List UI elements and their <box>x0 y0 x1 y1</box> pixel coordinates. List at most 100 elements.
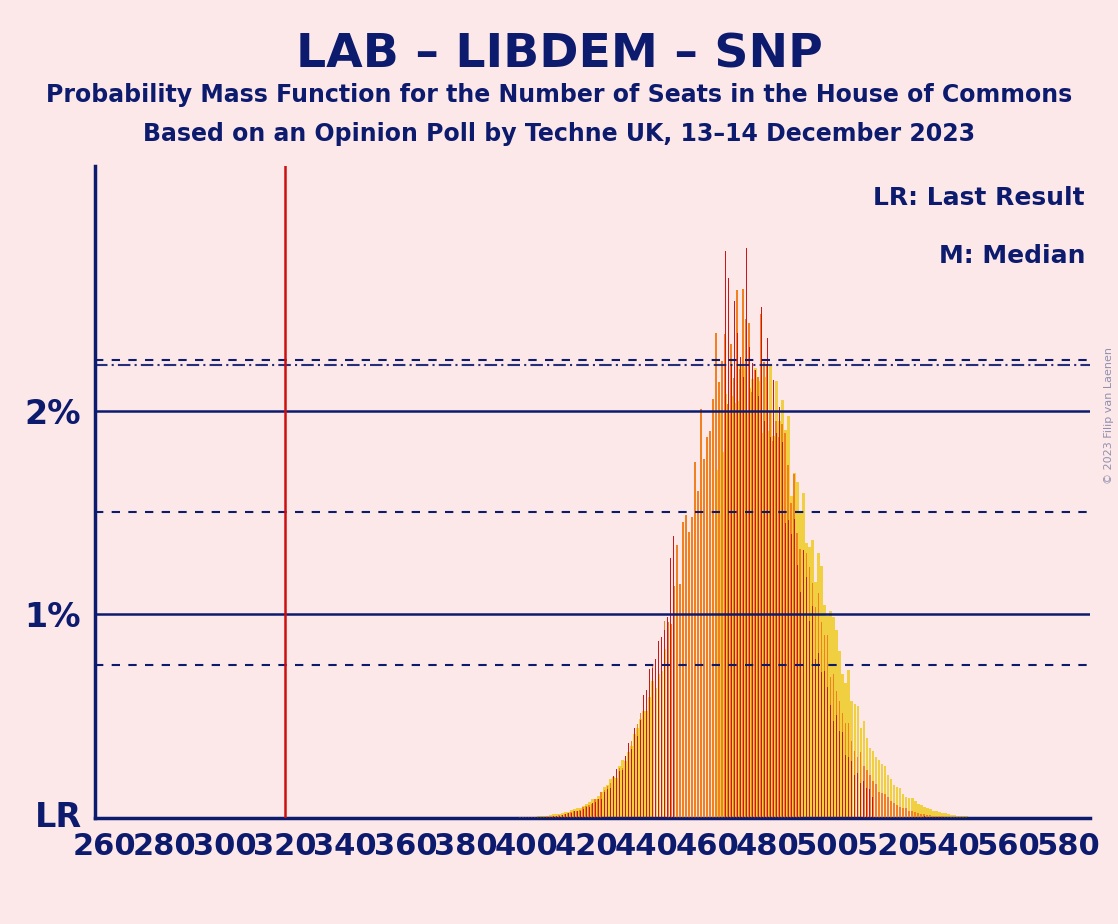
Bar <box>856 706 860 818</box>
Bar <box>716 333 717 818</box>
Bar <box>723 395 727 818</box>
Bar <box>570 810 572 818</box>
Bar <box>648 692 651 818</box>
Bar <box>604 787 606 818</box>
Bar <box>604 790 605 818</box>
Bar <box>890 801 892 818</box>
Bar <box>543 816 546 818</box>
Bar <box>803 553 804 818</box>
Bar <box>865 738 869 818</box>
Bar <box>565 814 566 818</box>
Bar <box>664 621 665 818</box>
Bar <box>579 808 581 818</box>
Bar <box>676 545 678 818</box>
Bar <box>799 549 802 818</box>
Bar <box>773 441 774 818</box>
Bar <box>884 794 885 818</box>
Bar <box>881 764 883 818</box>
Bar <box>944 813 947 818</box>
Bar <box>965 817 968 818</box>
Bar <box>597 796 600 818</box>
Bar <box>872 782 873 818</box>
Bar <box>963 816 965 818</box>
Bar <box>847 723 850 818</box>
Bar <box>941 813 944 818</box>
Bar <box>972 817 974 818</box>
Bar <box>787 466 789 818</box>
Bar <box>631 741 633 818</box>
Bar <box>785 433 786 818</box>
Bar <box>805 542 808 818</box>
Bar <box>814 582 817 818</box>
Bar <box>648 697 651 818</box>
Bar <box>887 797 889 818</box>
Bar <box>733 403 736 818</box>
Bar <box>826 616 830 818</box>
Bar <box>860 752 862 818</box>
Bar <box>558 814 561 818</box>
Bar <box>953 815 956 818</box>
Bar <box>812 541 814 818</box>
Bar <box>796 533 798 818</box>
Bar <box>636 728 639 818</box>
Bar <box>709 432 711 818</box>
Bar <box>693 506 697 818</box>
Bar <box>794 474 795 818</box>
Bar <box>754 368 757 818</box>
Bar <box>913 801 917 818</box>
Bar <box>775 381 778 818</box>
Bar <box>842 674 844 818</box>
Bar <box>790 503 793 818</box>
Bar <box>736 290 738 818</box>
Bar <box>950 815 953 818</box>
Bar <box>540 816 542 818</box>
Bar <box>875 784 877 818</box>
Bar <box>574 811 575 818</box>
Bar <box>878 792 880 818</box>
Bar <box>835 629 838 818</box>
Bar <box>923 814 925 818</box>
Bar <box>609 784 612 818</box>
Bar <box>874 757 878 818</box>
Bar <box>922 808 926 818</box>
Bar <box>730 344 732 818</box>
Bar <box>697 492 699 818</box>
Bar <box>842 713 843 818</box>
Bar <box>661 643 663 818</box>
Bar <box>844 684 847 818</box>
Bar <box>830 612 832 818</box>
Bar <box>730 395 732 818</box>
Bar <box>597 799 599 818</box>
Bar <box>751 393 752 818</box>
Bar <box>613 776 615 818</box>
Bar <box>742 289 743 818</box>
Bar <box>920 805 922 818</box>
Bar <box>845 723 846 818</box>
Bar <box>854 750 855 818</box>
Bar <box>707 437 708 818</box>
Bar <box>703 475 705 818</box>
Bar <box>634 735 636 818</box>
Bar <box>709 468 711 818</box>
Bar <box>823 605 826 818</box>
Bar <box>700 409 702 818</box>
Bar <box>781 424 783 818</box>
Bar <box>576 808 579 818</box>
Bar <box>945 817 946 818</box>
Bar <box>887 775 890 818</box>
Bar <box>865 770 868 818</box>
Bar <box>745 413 748 818</box>
Bar <box>899 787 901 818</box>
Text: LAB – LIBDEM – SNP: LAB – LIBDEM – SNP <box>295 32 823 78</box>
Bar <box>694 462 695 818</box>
Bar <box>657 665 660 818</box>
Bar <box>799 512 802 818</box>
Bar <box>531 817 533 818</box>
Bar <box>812 583 813 818</box>
Bar <box>941 817 942 818</box>
Bar <box>817 553 819 818</box>
Bar <box>679 584 681 818</box>
Bar <box>607 786 608 818</box>
Bar <box>666 650 670 818</box>
Bar <box>627 751 631 818</box>
